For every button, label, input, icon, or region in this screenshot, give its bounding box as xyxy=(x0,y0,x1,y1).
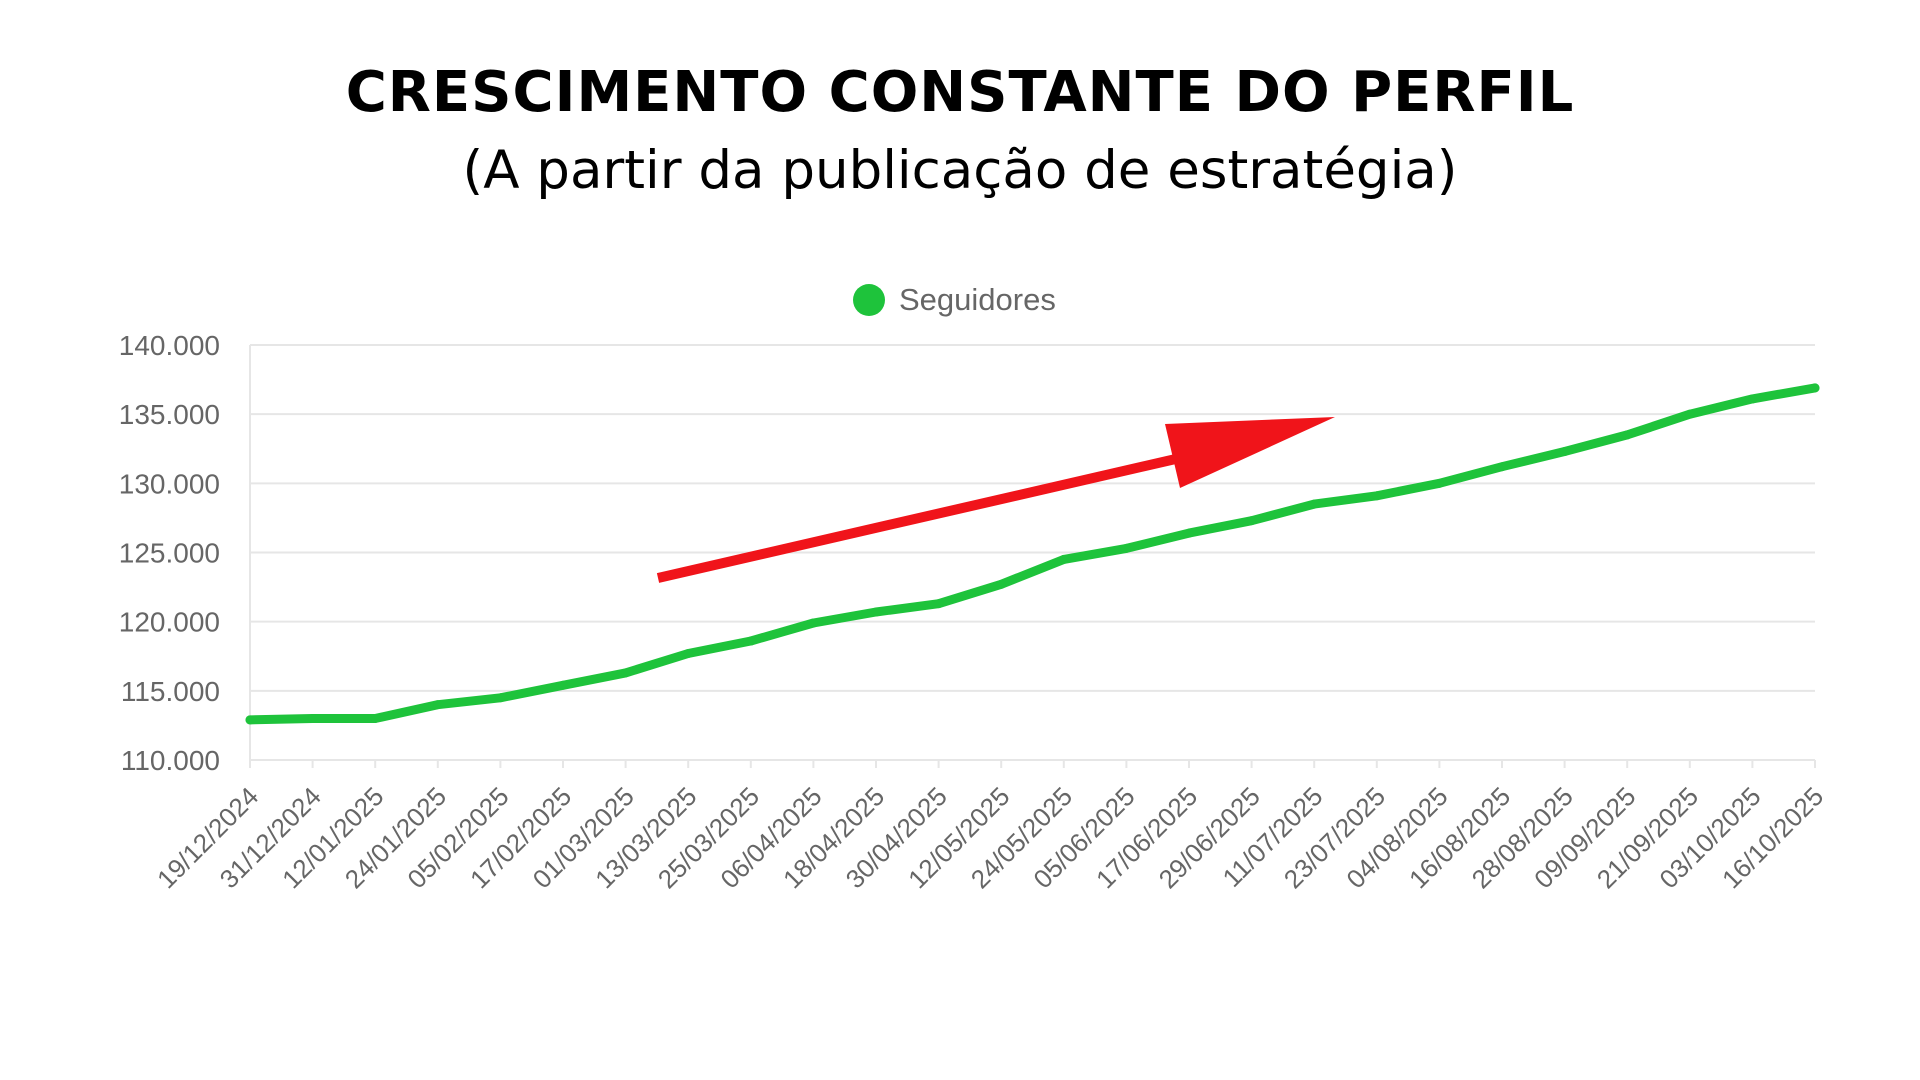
y-tick-label: 110.000 xyxy=(121,745,220,776)
y-tick-label: 115.000 xyxy=(121,676,220,707)
data-point[interactable] xyxy=(1309,499,1319,509)
legend-label: Seguidores xyxy=(899,282,1056,317)
data-point[interactable] xyxy=(433,700,443,710)
data-point[interactable] xyxy=(1810,383,1820,393)
data-point[interactable] xyxy=(934,599,944,609)
data-point[interactable] xyxy=(1747,394,1757,404)
y-tick-label: 120.000 xyxy=(119,607,220,638)
arrow-head-icon xyxy=(1165,417,1335,488)
y-tick-label: 130.000 xyxy=(119,468,220,499)
data-point[interactable] xyxy=(1121,543,1131,553)
y-axis: 140.000 135.000 130.000 125.000 120.000 115.0… xyxy=(119,330,220,776)
data-point[interactable] xyxy=(558,680,568,690)
y-tick-label: 135.000 xyxy=(119,399,220,430)
data-point[interactable] xyxy=(1685,409,1695,419)
data-point[interactable] xyxy=(1059,554,1069,564)
y-tick-label: 125.000 xyxy=(119,538,220,569)
chart-subtitle: (A partir da publicação de estratégia) xyxy=(462,140,1458,201)
data-point[interactable] xyxy=(1247,516,1257,526)
data-point[interactable] xyxy=(495,693,505,703)
data-point[interactable] xyxy=(308,714,318,723)
x-axis: 19/12/202431/12/202412/01/202524/01/2025… xyxy=(151,760,1829,894)
series-line-seguidores[interactable] xyxy=(245,383,1820,725)
data-point[interactable] xyxy=(1622,430,1632,440)
y-tick-label: 140.000 xyxy=(119,330,220,361)
series-layer xyxy=(245,383,1820,725)
data-point[interactable] xyxy=(370,714,380,723)
data-point[interactable] xyxy=(683,648,693,658)
data-point[interactable] xyxy=(996,579,1006,589)
data-point[interactable] xyxy=(1560,447,1570,457)
data-point[interactable] xyxy=(1184,528,1194,538)
chart-title: CRESCIMENTO CONSTANTE DO PERFIL xyxy=(345,60,1575,125)
data-point[interactable] xyxy=(871,607,881,617)
data-point[interactable] xyxy=(808,618,818,628)
arrow-shaft xyxy=(656,442,1230,583)
data-point[interactable] xyxy=(746,636,756,646)
grid xyxy=(249,344,1815,761)
legend-dot-icon xyxy=(853,284,885,316)
data-point[interactable] xyxy=(1372,491,1382,501)
data-point[interactable] xyxy=(621,668,631,678)
data-point[interactable] xyxy=(245,715,255,725)
data-point[interactable] xyxy=(1497,462,1507,472)
annotation-layer xyxy=(656,417,1335,583)
data-point[interactable] xyxy=(1434,478,1444,488)
chart-legend[interactable]: Seguidores xyxy=(853,280,1056,320)
